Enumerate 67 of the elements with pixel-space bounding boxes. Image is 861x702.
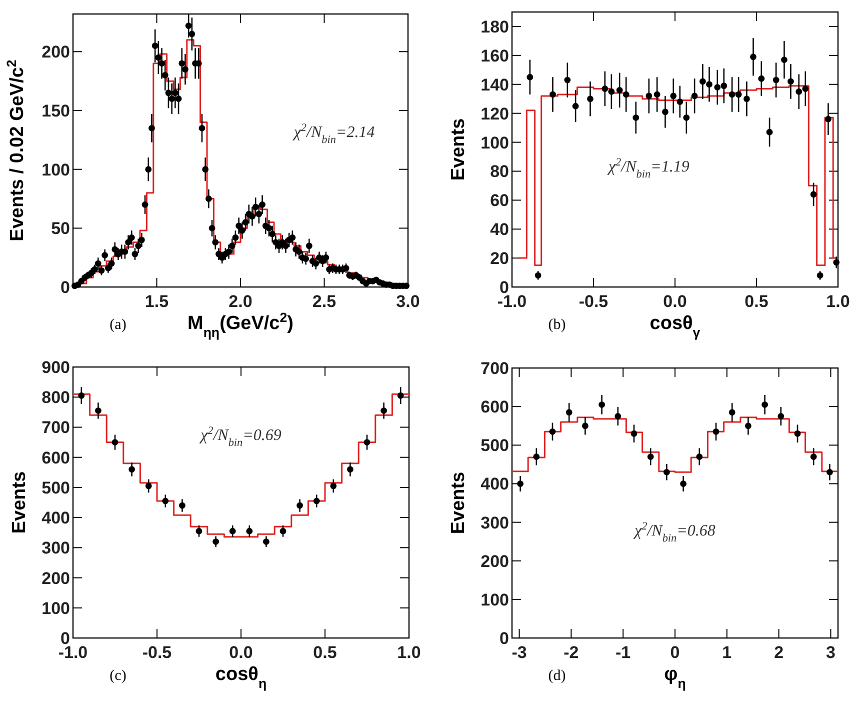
y-tick-label: 100 — [480, 590, 509, 610]
y-tick-label: 100 — [42, 160, 70, 180]
y-tick-label: 900 — [42, 358, 70, 377]
y-tick-label: 140 — [480, 75, 509, 94]
y-tick-label: 200 — [42, 568, 70, 588]
y-tick-label: 180 — [480, 17, 509, 36]
y-tick-label: 100 — [42, 598, 70, 618]
x-tick-label: -2 — [564, 643, 579, 662]
y-tick-label: 20 — [490, 249, 509, 268]
x-tick-label: 1.0 — [397, 643, 421, 662]
x-tick-label: -1.0 — [58, 643, 88, 662]
y-tick-label: 100 — [480, 133, 509, 152]
y-tick-label: 150 — [42, 101, 70, 120]
text: (c) — [110, 668, 126, 684]
y-axis-title: Events — [448, 118, 469, 181]
x-tick-label: 0.5 — [744, 292, 768, 311]
x-tick-label: 0 — [670, 643, 680, 662]
y-tick-label: 200 — [480, 552, 509, 571]
y-tick-label: 40 — [490, 220, 509, 240]
x-tick-label: 2.0 — [228, 292, 252, 311]
annotation: χ$^{2}$/N$_{bin}$=1.19 — [606, 156, 690, 180]
y-tick-label: 160 — [480, 46, 509, 66]
y-axis-title: Events — [448, 472, 469, 534]
x-tick-label: -1 — [616, 643, 631, 662]
x-tick-label: 0.0 — [663, 292, 687, 311]
x-tick-label: 2.5 — [312, 292, 336, 311]
x-axis-title: φ$_{η}$ — [664, 664, 686, 690]
y-tick-label: 800 — [42, 388, 70, 408]
y-tick-label: 400 — [42, 508, 70, 528]
y-tick-label: 300 — [42, 538, 70, 558]
y-tick-label: 400 — [480, 474, 509, 494]
y-tick-label: 200 — [42, 42, 70, 62]
y-tick-label: 500 — [480, 436, 509, 456]
x-tick-label: 3.0 — [396, 292, 420, 311]
x-tick-label: 0.5 — [313, 643, 337, 662]
x-axis-title: cosθ$_{η}$ — [215, 664, 267, 690]
text: (a) — [110, 317, 126, 333]
x-axis-title: cosθ$_{γ}$ — [650, 313, 701, 340]
x-tick-label: 1.5 — [144, 292, 169, 311]
x-tick-label: 3 — [826, 643, 836, 662]
x-tick-label: -1.0 — [497, 292, 527, 311]
text: (d) — [548, 668, 566, 684]
y-tick-label: 600 — [42, 448, 70, 468]
y-tick-label: 80 — [490, 162, 509, 182]
x-tick-label: 0.0 — [229, 643, 253, 662]
x-tick-label: -0.5 — [142, 643, 172, 662]
x-tick-label: 1.0 — [826, 292, 850, 311]
x-tick-label: -0.5 — [578, 292, 608, 311]
text: (b) — [548, 317, 566, 333]
y-tick-label: 120 — [480, 104, 509, 124]
y-tick-label: 500 — [42, 478, 70, 498]
y-tick-label: 0 — [500, 629, 509, 648]
y-tick-label: 0 — [60, 278, 70, 297]
y-tick-label: 300 — [480, 513, 509, 532]
x-axis-title: M$_{ηη}$(GeV/c$^{2}$) — [187, 310, 294, 340]
x-tick-label: 1 — [722, 643, 732, 662]
y-axis-title: Events — [9, 471, 30, 534]
x-tick-label: -3 — [512, 643, 527, 662]
y-tick-label: 50 — [51, 219, 70, 238]
y-tick-label: 60 — [490, 191, 509, 210]
x-tick-label: 2 — [774, 643, 784, 662]
annotation: χ$^{2}$/N$_{bin}$=2.14 — [292, 122, 375, 146]
annotation: χ$^{2}$/N$_{bin}$=0.69 — [198, 425, 282, 450]
y-tick-label: 700 — [480, 359, 509, 378]
annotation: χ$^{2}$/N$_{bin}$=0.68 — [632, 520, 716, 544]
y-tick-label: 600 — [480, 398, 509, 417]
y-tick-label: 700 — [42, 418, 70, 438]
